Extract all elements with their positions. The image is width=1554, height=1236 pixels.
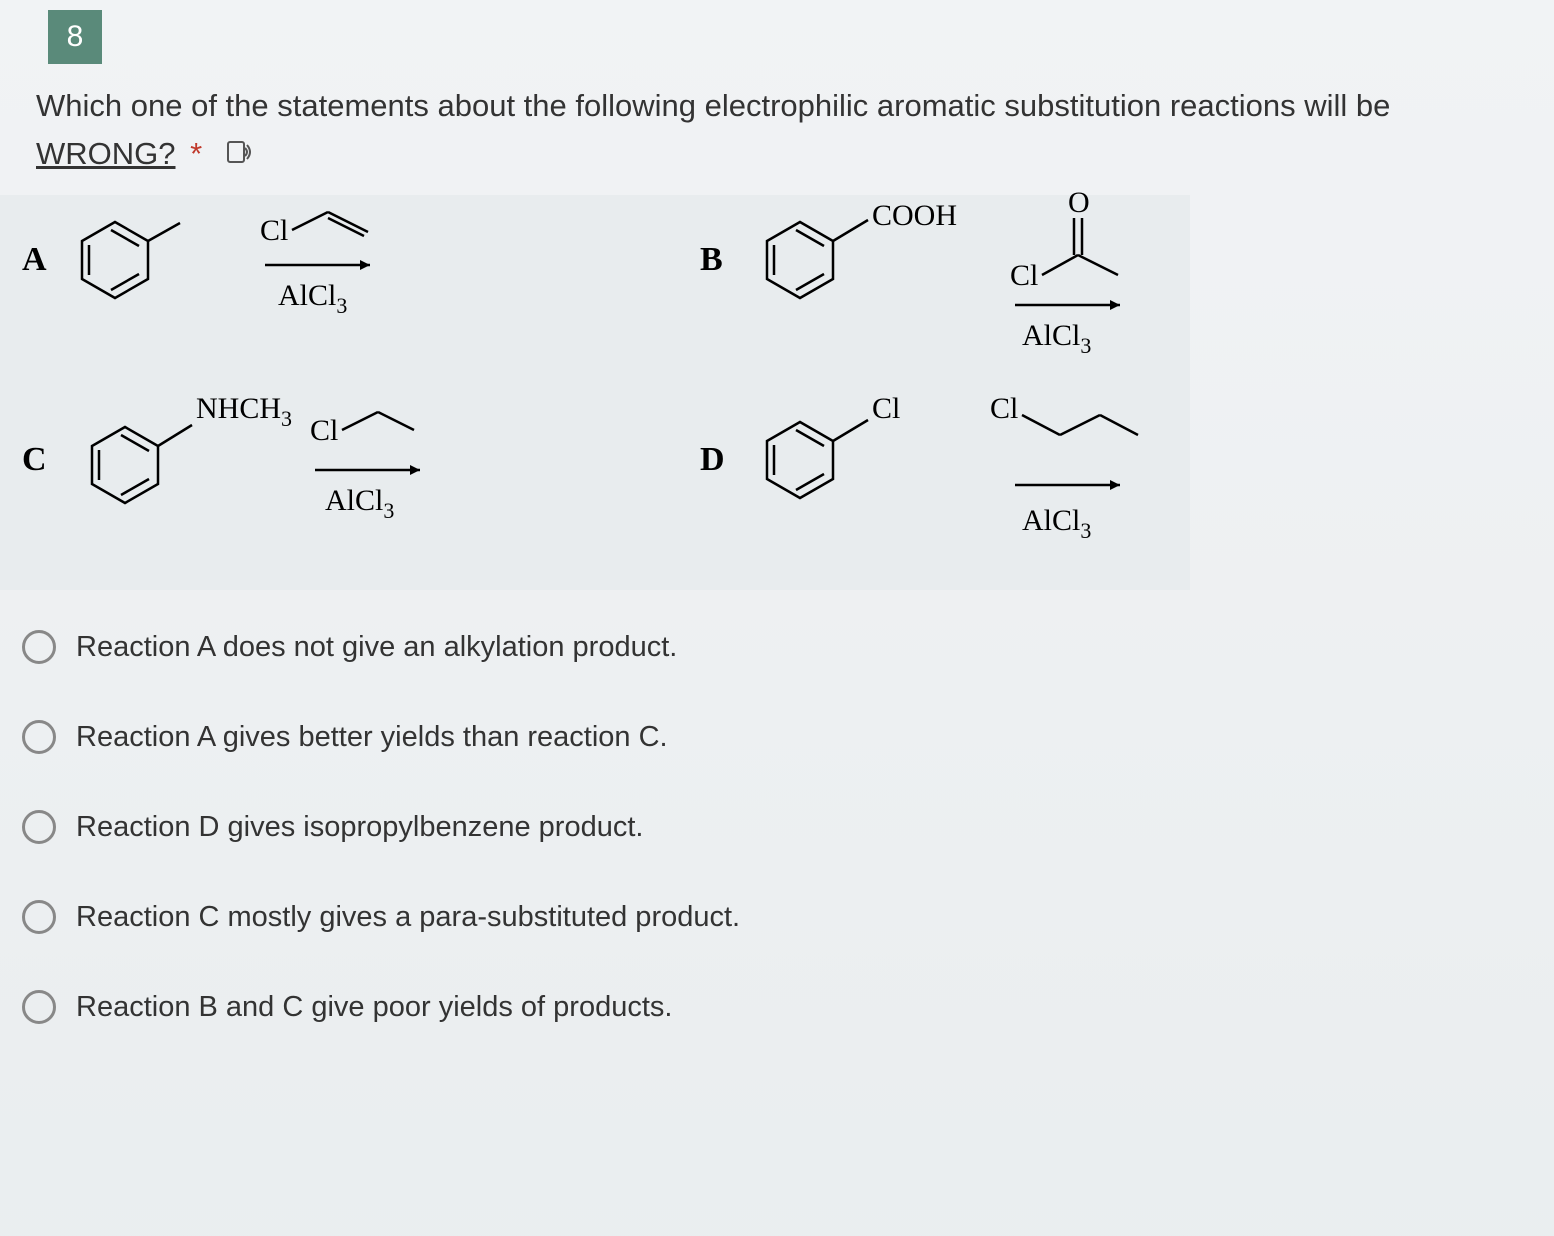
reaction-d-label: D <box>700 441 725 478</box>
reaction-c-reagent: Cl <box>310 412 414 447</box>
option-row[interactable]: Reaction A does not give an alkylation p… <box>22 630 1514 664</box>
option-row[interactable]: Reaction D gives isopropylbenzene produc… <box>22 810 1514 844</box>
reaction-a-catalyst: AlCl3 <box>278 279 347 318</box>
radio-button[interactable] <box>22 720 56 754</box>
reaction-a-substrate <box>82 222 180 298</box>
svg-text:Cl: Cl <box>1010 259 1038 292</box>
option-row[interactable]: Reaction A gives better yields than reac… <box>22 720 1514 754</box>
reaction-d-substrate: Cl <box>767 392 900 498</box>
svg-text:NHCH3: NHCH3 <box>196 392 292 431</box>
question-stem-text: Which one of the statements about the fo… <box>36 88 1390 123</box>
radio-button[interactable] <box>22 810 56 844</box>
reaction-a-arrow <box>265 260 370 270</box>
read-aloud-icon[interactable] <box>225 132 253 180</box>
radio-button[interactable] <box>22 900 56 934</box>
svg-text:COOH: COOH <box>872 199 957 232</box>
reactions-diagram: A Cl AlCl3 B COOH Cl <box>10 190 1190 590</box>
reaction-b-label: B <box>700 241 723 278</box>
reaction-a-reagent: Cl <box>260 212 368 247</box>
options-list: Reaction A does not give an alkylation p… <box>22 630 1514 1080</box>
reaction-c-label: C <box>22 441 47 478</box>
question-stem-underline: WRONG? <box>36 136 176 171</box>
reaction-b-substrate: COOH <box>767 199 957 298</box>
reaction-b-catalyst: AlCl3 <box>1022 319 1091 358</box>
reaction-c-catalyst: AlCl3 <box>325 484 394 523</box>
svg-text:Cl: Cl <box>990 392 1018 425</box>
reaction-a-label: A <box>22 241 47 278</box>
reaction-b-arrow <box>1015 300 1120 310</box>
reaction-d-arrow <box>1015 480 1120 490</box>
radio-button[interactable] <box>22 990 56 1024</box>
question-page: 8 Which one of the statements about the … <box>0 0 1554 1236</box>
reaction-b-reagent: Cl O <box>1010 190 1118 292</box>
question-number: 8 <box>67 20 84 54</box>
option-row[interactable]: Reaction C mostly gives a para-substitut… <box>22 900 1514 934</box>
option-label: Reaction C mostly gives a para-substitut… <box>76 901 740 934</box>
svg-text:Cl: Cl <box>872 392 900 425</box>
svg-text:Cl: Cl <box>310 414 338 447</box>
svg-text:Cl: Cl <box>260 214 288 247</box>
question-number-badge: 8 <box>48 10 102 64</box>
svg-text:O: O <box>1068 190 1090 219</box>
reaction-c-arrow <box>315 465 420 475</box>
option-row[interactable]: Reaction B and C give poor yields of pro… <box>22 990 1514 1024</box>
radio-button[interactable] <box>22 630 56 664</box>
option-label: Reaction A does not give an alkylation p… <box>76 631 677 664</box>
reaction-c-substrate: NHCH3 <box>92 392 292 503</box>
question-stem: Which one of the statements about the fo… <box>36 82 1514 180</box>
option-label: Reaction D gives isopropylbenzene produc… <box>76 811 643 844</box>
option-label: Reaction A gives better yields than reac… <box>76 721 668 754</box>
reaction-d-reagent: Cl <box>990 392 1138 435</box>
option-label: Reaction B and C give poor yields of pro… <box>76 991 672 1024</box>
required-asterisk: * <box>190 136 202 171</box>
reaction-d-catalyst: AlCl3 <box>1022 504 1091 543</box>
